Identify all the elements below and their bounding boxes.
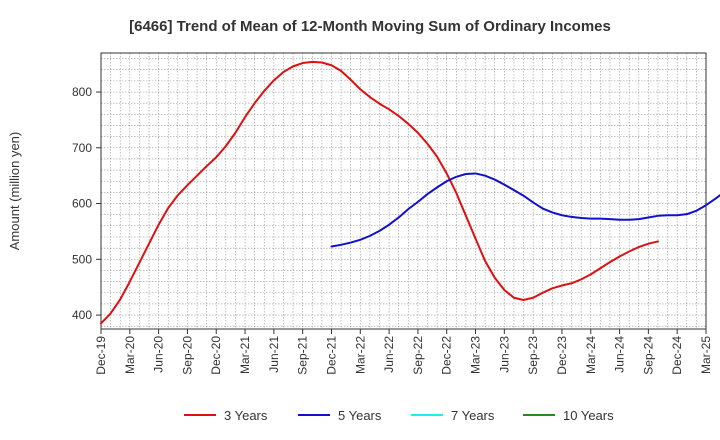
plot-frame (100, 52, 707, 330)
y-axis-ticks: 400 500 600 700 800 (72, 85, 101, 322)
x-tick-label: Sep-20 (180, 336, 194, 375)
x-tick-label: Dec-22 (440, 336, 454, 375)
y-tick-label: 800 (72, 85, 92, 99)
y-axis-label: Amount (million yen) (7, 132, 22, 251)
x-tick-label: Mar-24 (584, 336, 598, 374)
x-tick-label: Mar-23 (469, 336, 483, 374)
x-tick-label: Jun-21 (267, 336, 281, 373)
legend-label: 10 Years (563, 408, 614, 423)
x-tick-label: Jun-24 (613, 336, 627, 373)
x-tick-label: Jun-23 (497, 336, 511, 373)
series-line-3-years (100, 60, 659, 325)
x-tick-label: Dec-21 (324, 336, 338, 375)
legend-label: 3 Years (224, 408, 268, 423)
legend: 3 Years 5 Years 7 Years 10 Years (184, 408, 614, 423)
x-tick-label: Dec-24 (670, 336, 684, 375)
y-tick-label: 500 (72, 252, 92, 266)
x-tick-label: Sep-21 (296, 336, 310, 375)
x-tick-label: Mar-20 (123, 336, 137, 374)
y-tick-label: 600 (72, 197, 92, 211)
chart-title: [6466] Trend of Mean of 12-Month Moving … (129, 18, 611, 35)
x-tick-label: Dec-19 (94, 336, 108, 375)
x-tick-label: Jun-22 (382, 336, 396, 373)
y-tick-label: 700 (72, 141, 92, 155)
x-tick-label: Dec-20 (209, 336, 223, 375)
x-tick-label: Sep-22 (411, 336, 425, 375)
series-line-5-years (330, 172, 720, 248)
x-tick-label: Mar-25 (699, 336, 713, 374)
legend-label: 7 Years (451, 408, 495, 423)
legend-label: 5 Years (338, 408, 382, 423)
x-tick-label: Jun-20 (152, 336, 166, 373)
x-tick-label: Mar-22 (353, 336, 367, 374)
x-axis-ticks: Dec-19 Mar-20 Jun-20 Sep-20 Dec-20 Mar-21 Jun-… (94, 329, 713, 375)
x-tick-label: Mar-21 (238, 336, 252, 374)
y-tick-label: 400 (72, 308, 92, 322)
x-tick-label: Dec-23 (555, 336, 569, 375)
x-tick-label: Sep-23 (526, 336, 540, 375)
grid (101, 53, 706, 329)
series-layer (100, 60, 720, 325)
x-tick-label: Sep-24 (641, 336, 655, 375)
